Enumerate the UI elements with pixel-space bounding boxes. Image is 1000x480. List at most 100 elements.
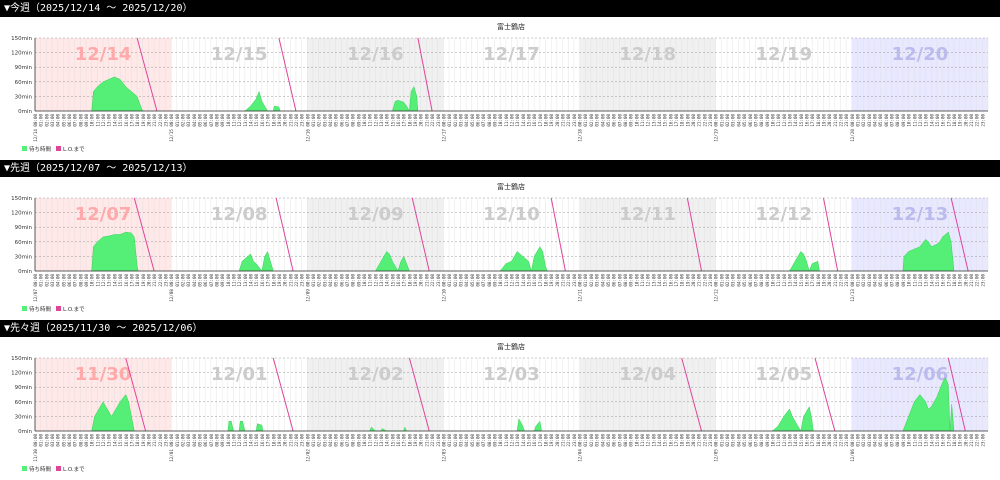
wait-area-12-07 xyxy=(91,231,139,272)
x-tick-label: 18:00 xyxy=(407,434,412,447)
x-tick-label: 05:00 xyxy=(606,114,611,127)
x-tick-label: 11:00 xyxy=(368,434,373,447)
x-tick-label: 06:00 xyxy=(475,114,480,127)
x-tick-label: 01:00 xyxy=(856,434,861,447)
x-tick-label: 12:00 xyxy=(918,434,923,447)
x-tick-label: 18:00 xyxy=(816,114,821,127)
x-tick-label: 20:00 xyxy=(691,114,696,127)
x-tick-label: 06:00 xyxy=(339,274,344,287)
x-tick-label: 17:00 xyxy=(538,434,543,447)
x-tick-label: 11:00 xyxy=(368,114,373,127)
x-tick-label: 23:00 xyxy=(708,114,713,127)
x-tick-label: 09:00 xyxy=(84,114,89,127)
x-tick-label: 16:00 xyxy=(804,274,809,287)
x-tick-label: 16:00 xyxy=(260,274,265,287)
x-tick-label: 15:00 xyxy=(118,434,123,447)
x-tick-label: 14:00 xyxy=(249,114,254,127)
x-tick-label: 15:00 xyxy=(118,274,123,287)
chart-this-week: 富士鶴店 0min 30min 60min 90min 120min 150min 12/14… xyxy=(0,17,1000,159)
y-tick-label: 90min xyxy=(15,225,33,231)
x-tick-label: 04:00 xyxy=(192,274,197,287)
x-tick-label: 17:00 xyxy=(810,114,815,127)
x-tick-label: 16:00 xyxy=(804,114,809,127)
x-tick-label: 21:00 xyxy=(697,114,702,127)
x-tick-label: 17:00 xyxy=(946,434,951,447)
x-tick-label: 14:00 xyxy=(385,434,390,447)
x-tick-label: 03:00 xyxy=(867,434,872,447)
x-tick-label: 15:00 xyxy=(799,434,804,447)
x-tick-label: 14:00 xyxy=(793,274,798,287)
x-tick-label: 06:00 xyxy=(475,274,480,287)
x-tick-label: 16:00 xyxy=(124,114,129,127)
x-tick-label: 08:00 xyxy=(895,434,900,447)
x-tick-label: 22:00 xyxy=(975,274,980,287)
x-tick-label: 09:00 xyxy=(901,114,906,127)
x-tick-label: 10:00 xyxy=(907,434,912,447)
x-tick-label: 16:00 xyxy=(124,434,129,447)
x-tick-label: 02:00 xyxy=(180,274,185,287)
x-tick-label: 19:00 xyxy=(413,274,418,287)
x-tick-label: 20:00 xyxy=(691,274,696,287)
x-tick-label: 10:00 xyxy=(907,274,912,287)
x-tick-label: 05:00 xyxy=(334,434,339,447)
wait-area-12-12 xyxy=(789,251,820,272)
legend-label-lo: L.O.まで xyxy=(63,146,85,153)
x-tick-label: 18:00 xyxy=(407,274,412,287)
x-tick-label: 12/11 00:00 xyxy=(578,274,583,302)
x-tick-label: 23:00 xyxy=(572,114,577,127)
x-tick-label: 19:00 xyxy=(141,274,146,287)
x-tick-label: 15:00 xyxy=(799,114,804,127)
x-tick-label: 18:00 xyxy=(271,434,276,447)
day-label: 12/20 xyxy=(892,44,949,65)
x-tick-label: 11:00 xyxy=(232,274,237,287)
x-tick-label: 13:00 xyxy=(107,274,112,287)
x-tick-label: 06:00 xyxy=(748,274,753,287)
x-tick-label: 04:00 xyxy=(328,434,333,447)
x-tick-label: 10:00 xyxy=(770,114,775,127)
x-tick-label: 12/05 00:00 xyxy=(714,434,719,462)
wait-area-12-10 xyxy=(500,246,548,272)
x-tick-label: 12/15 00:00 xyxy=(169,114,174,142)
x-tick-label: 01:00 xyxy=(583,434,588,447)
x-tick-label: 03:00 xyxy=(458,434,463,447)
section-header-this-week: ▼今週（2025/12/14 ～ 2025/12/20） xyxy=(0,0,1000,17)
x-tick-label: 20:00 xyxy=(419,274,424,287)
x-tick-label: 21:00 xyxy=(833,274,838,287)
x-tick-label: 03:00 xyxy=(731,274,736,287)
x-tick-label: 12/08 00:00 xyxy=(169,274,174,302)
x-tick-label: 23:00 xyxy=(163,274,168,287)
x-tick-label: 09:00 xyxy=(220,114,225,127)
x-tick-label: 22:00 xyxy=(430,434,435,447)
wait-area-12-15 xyxy=(244,90,281,112)
x-tick-label: 16:00 xyxy=(532,274,537,287)
x-tick-label: 12/10 00:00 xyxy=(441,274,446,302)
x-tick-label: 21:00 xyxy=(697,434,702,447)
x-tick-label: 05:00 xyxy=(606,274,611,287)
x-tick-label: 16:00 xyxy=(668,114,673,127)
x-tick-label: 20:00 xyxy=(827,274,832,287)
legend-label-wait: 待ち時間 xyxy=(29,465,52,473)
x-tick-label: 09:00 xyxy=(901,274,906,287)
x-tick-label: 15:00 xyxy=(935,114,940,127)
x-tick-label: 14:00 xyxy=(793,114,798,127)
x-tick-label: 08:00 xyxy=(487,114,492,127)
x-tick-label: 01:00 xyxy=(311,434,316,447)
x-tick-label: 12:00 xyxy=(510,434,515,447)
day-label: 12/06 xyxy=(892,364,949,385)
x-tick-label: 08:00 xyxy=(351,114,356,127)
chart-last-week: 富士鶴店 0min 30min 60min 90min 120min 150min 12/07… xyxy=(0,177,1000,319)
x-tick-label: 13:00 xyxy=(924,274,929,287)
lo-line xyxy=(417,37,433,112)
x-tick-label: 02:00 xyxy=(180,114,185,127)
day-label: 12/07 xyxy=(75,204,132,225)
x-tick-label: 05:00 xyxy=(470,434,475,447)
x-tick-label: 05:00 xyxy=(61,274,66,287)
day-label: 12/11 xyxy=(619,204,676,225)
x-tick-label: 18:00 xyxy=(816,274,821,287)
x-tick-label: 05:00 xyxy=(878,114,883,127)
x-tick-label: 09:00 xyxy=(765,434,770,447)
y-tick-label: 60min xyxy=(15,240,33,246)
x-tick-label: 05:00 xyxy=(470,114,475,127)
x-tick-label: 12:00 xyxy=(373,274,378,287)
x-tick-label: 17:00 xyxy=(266,274,271,287)
